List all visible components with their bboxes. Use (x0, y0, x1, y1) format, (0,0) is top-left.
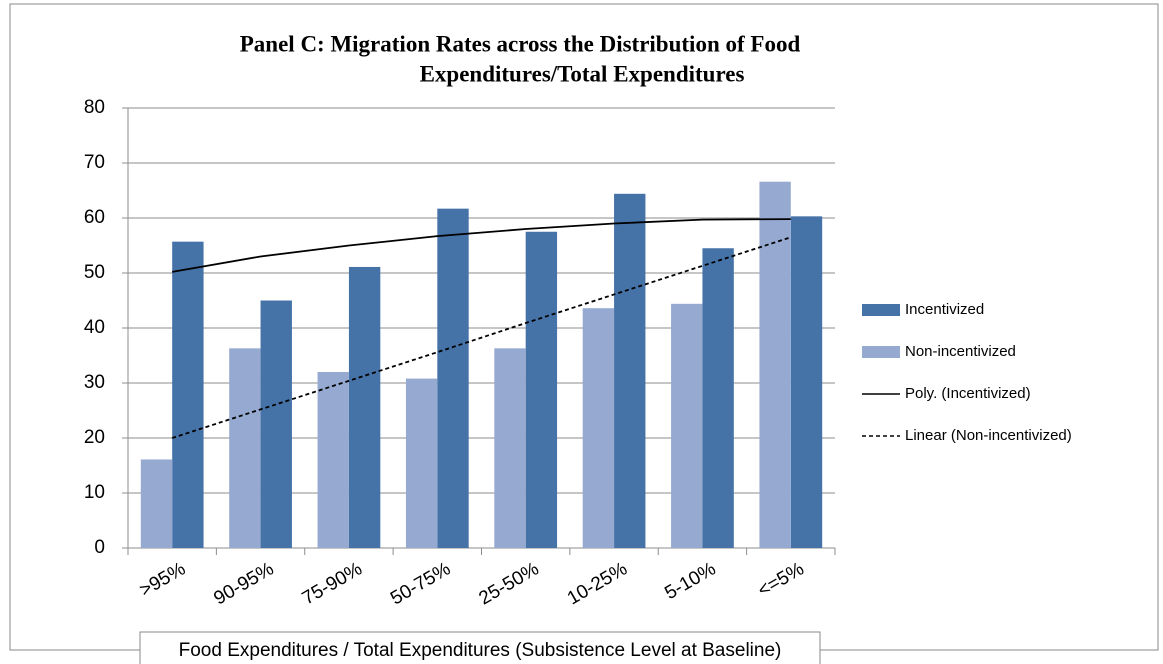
legend-label: Poly. (Incentivized) (905, 385, 1031, 402)
legend-swatch (862, 304, 900, 316)
y-tick-label: 70 (84, 152, 105, 173)
x-axis-title: Food Expenditures / Total Expenditures (… (179, 640, 782, 661)
trend-line (171, 236, 792, 439)
bar (759, 181, 791, 548)
y-tick-label: 30 (84, 372, 105, 393)
y-tick-label: 10 (84, 482, 105, 503)
bar (140, 459, 173, 548)
y-tick-label: 80 (84, 97, 105, 118)
y-tick-label: 40 (84, 317, 105, 338)
bar (229, 348, 261, 548)
legend-label: Linear (Non-incentivized) (905, 427, 1072, 444)
y-tick-label: 20 (84, 427, 105, 448)
bar (525, 231, 558, 548)
bar (317, 372, 349, 548)
bar (437, 208, 469, 548)
y-tick-label: 0 (94, 537, 105, 558)
legend-label: Incentivized (905, 301, 984, 318)
legend-swatch (862, 346, 900, 358)
x-title-box (139, 631, 821, 664)
bar (790, 216, 823, 548)
bar (671, 303, 703, 548)
bar (260, 300, 292, 548)
bar (348, 266, 381, 548)
legend-label: Non-incentivized (905, 343, 1016, 360)
bar (582, 308, 615, 548)
bar (494, 348, 526, 548)
bar (172, 241, 204, 548)
y-tick-label: 60 (84, 207, 105, 228)
bar (614, 193, 646, 549)
chart-title: Expenditures/Total Expenditures (420, 61, 745, 86)
trend-line (172, 218, 791, 273)
bar (405, 378, 438, 548)
y-tick-label: 50 (84, 262, 105, 283)
bar (702, 248, 734, 548)
chart-title: Panel C: Migration Rates across the Dist… (240, 31, 801, 56)
